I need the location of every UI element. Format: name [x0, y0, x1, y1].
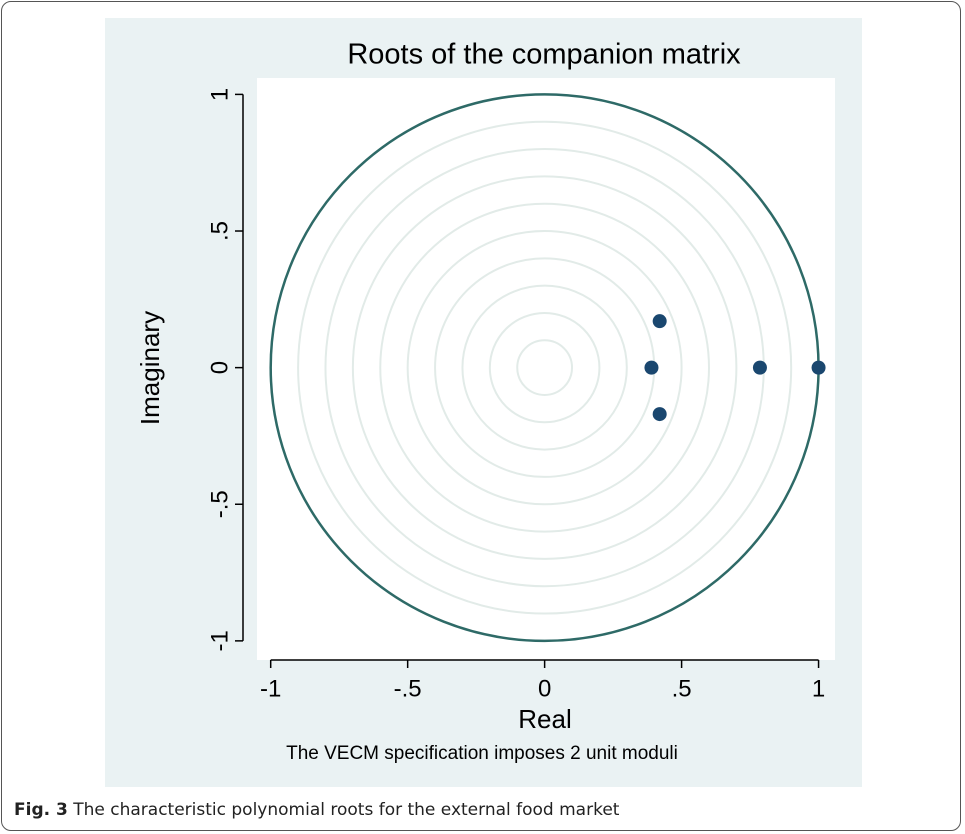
point — [811, 360, 826, 375]
grid-circle — [461, 284, 628, 451]
grid-circle — [379, 202, 710, 533]
x-tick-label: -.5 — [394, 675, 422, 702]
caption-label: Fig. 3 — [14, 800, 68, 820]
y-tick-label: 0 — [206, 361, 233, 374]
x-tick-label: .5 — [672, 675, 692, 702]
grid-circle — [406, 230, 683, 506]
y-tick-label: 1 — [206, 88, 233, 101]
grid-circle — [351, 175, 738, 560]
y-tick-label: -.5 — [206, 490, 233, 518]
x-axis-label: Real — [518, 704, 571, 734]
grid-circle — [516, 339, 574, 396]
caption: Fig. 3 The characteristic polynomial roo… — [14, 800, 619, 820]
chart-title: Roots of the companion matrix — [347, 39, 741, 71]
point — [652, 314, 667, 329]
point — [644, 360, 659, 375]
point — [752, 360, 767, 375]
caption-text: The characteristic polynomial roots for … — [73, 800, 620, 820]
x-tick-label: -1 — [260, 675, 281, 702]
plot-area — [257, 78, 835, 660]
y-tick-label: .5 — [206, 221, 233, 241]
y-axis-label: Imaginary — [135, 311, 165, 425]
grid-circle — [297, 120, 793, 615]
y-tick-label: -1 — [206, 630, 233, 651]
point — [652, 407, 667, 422]
grid-circle — [488, 311, 601, 424]
chart-note: The VECM specification imposes 2 unit mo… — [286, 743, 678, 764]
x-tick-label: 1 — [812, 675, 825, 702]
x-tick-label: 0 — [538, 675, 551, 702]
